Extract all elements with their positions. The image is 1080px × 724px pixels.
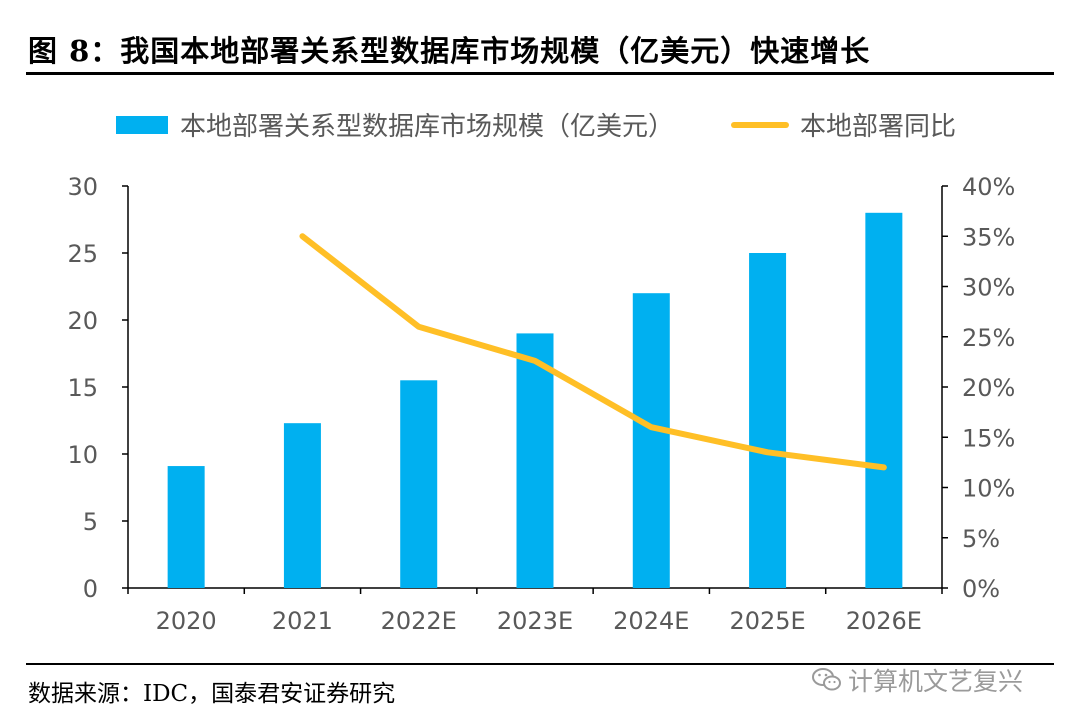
left-axis-tick-label: 20 — [67, 307, 98, 335]
right-axis-tick-label: 5% — [962, 525, 1000, 553]
bar-2020 — [167, 466, 205, 588]
x-axis-tick-label: 2020 — [156, 607, 217, 635]
growth-line — [299, 233, 887, 471]
right-axis-tick-label: 40% — [962, 173, 1015, 201]
left-axis-tick-label: 5 — [83, 508, 98, 536]
bar-2025E — [749, 253, 787, 588]
bar-2022E — [400, 380, 438, 588]
right-axis-tick-label: 25% — [962, 324, 1015, 352]
left-axis-tick-label: 15 — [67, 374, 98, 402]
x-axis-tick-label: 2021 — [272, 607, 333, 635]
watermark-text: 计算机文艺复兴 — [848, 667, 1024, 696]
watermark: 计算机文艺复兴 — [812, 662, 1023, 698]
title-rule — [26, 72, 1054, 75]
left-axis-tick-label: 10 — [67, 441, 98, 469]
legend-bar-swatch — [116, 116, 168, 134]
right-axis-tick-label: 0% — [962, 575, 1000, 603]
figure-title: 图 8：我国本地部署关系型数据库市场规模（亿美元）快速增长 — [28, 34, 871, 68]
x-axis-tick-label: 2024E — [613, 607, 689, 635]
line-series — [299, 233, 887, 471]
chart-axes: 0 5 10 15 20 25 30 0% 5% 10% 15% 20% 25% 30% 35% 40% 202… — [67, 173, 1015, 635]
x-axis-tick-label: 2025E — [729, 607, 805, 635]
right-axis-tick-label: 15% — [962, 424, 1015, 452]
source-rule — [26, 663, 1054, 665]
bar-2026E — [865, 212, 903, 589]
bar-2024E — [632, 293, 670, 588]
left-axis-tick-label: 25 — [67, 240, 98, 268]
bar-series — [167, 212, 903, 589]
bar-2021 — [283, 423, 321, 588]
legend-line-label: 本地部署同比 — [800, 112, 956, 142]
x-axis-tick-label: 2026E — [846, 607, 922, 635]
bar-2023E — [516, 333, 554, 588]
left-axis-tick-label: 0 — [83, 575, 98, 603]
x-axis-tick-label: 2023E — [497, 607, 573, 635]
wechat-icon — [812, 668, 841, 691]
right-axis-tick-label: 35% — [962, 223, 1015, 251]
x-axis-tick-label: 2022E — [381, 607, 457, 635]
source-note: 数据来源：IDC，国泰君安证券研究 — [28, 681, 396, 707]
left-axis-tick-label: 30 — [67, 173, 98, 201]
right-axis-tick-label: 10% — [962, 475, 1015, 503]
chart-legend: 本地部署关系型数据库市场规模（亿美元） 本地部署同比 — [116, 112, 956, 142]
right-axis-tick-label: 20% — [962, 374, 1015, 402]
right-axis-tick-label: 30% — [962, 274, 1015, 302]
legend-bar-label: 本地部署关系型数据库市场规模（亿美元） — [180, 112, 674, 142]
